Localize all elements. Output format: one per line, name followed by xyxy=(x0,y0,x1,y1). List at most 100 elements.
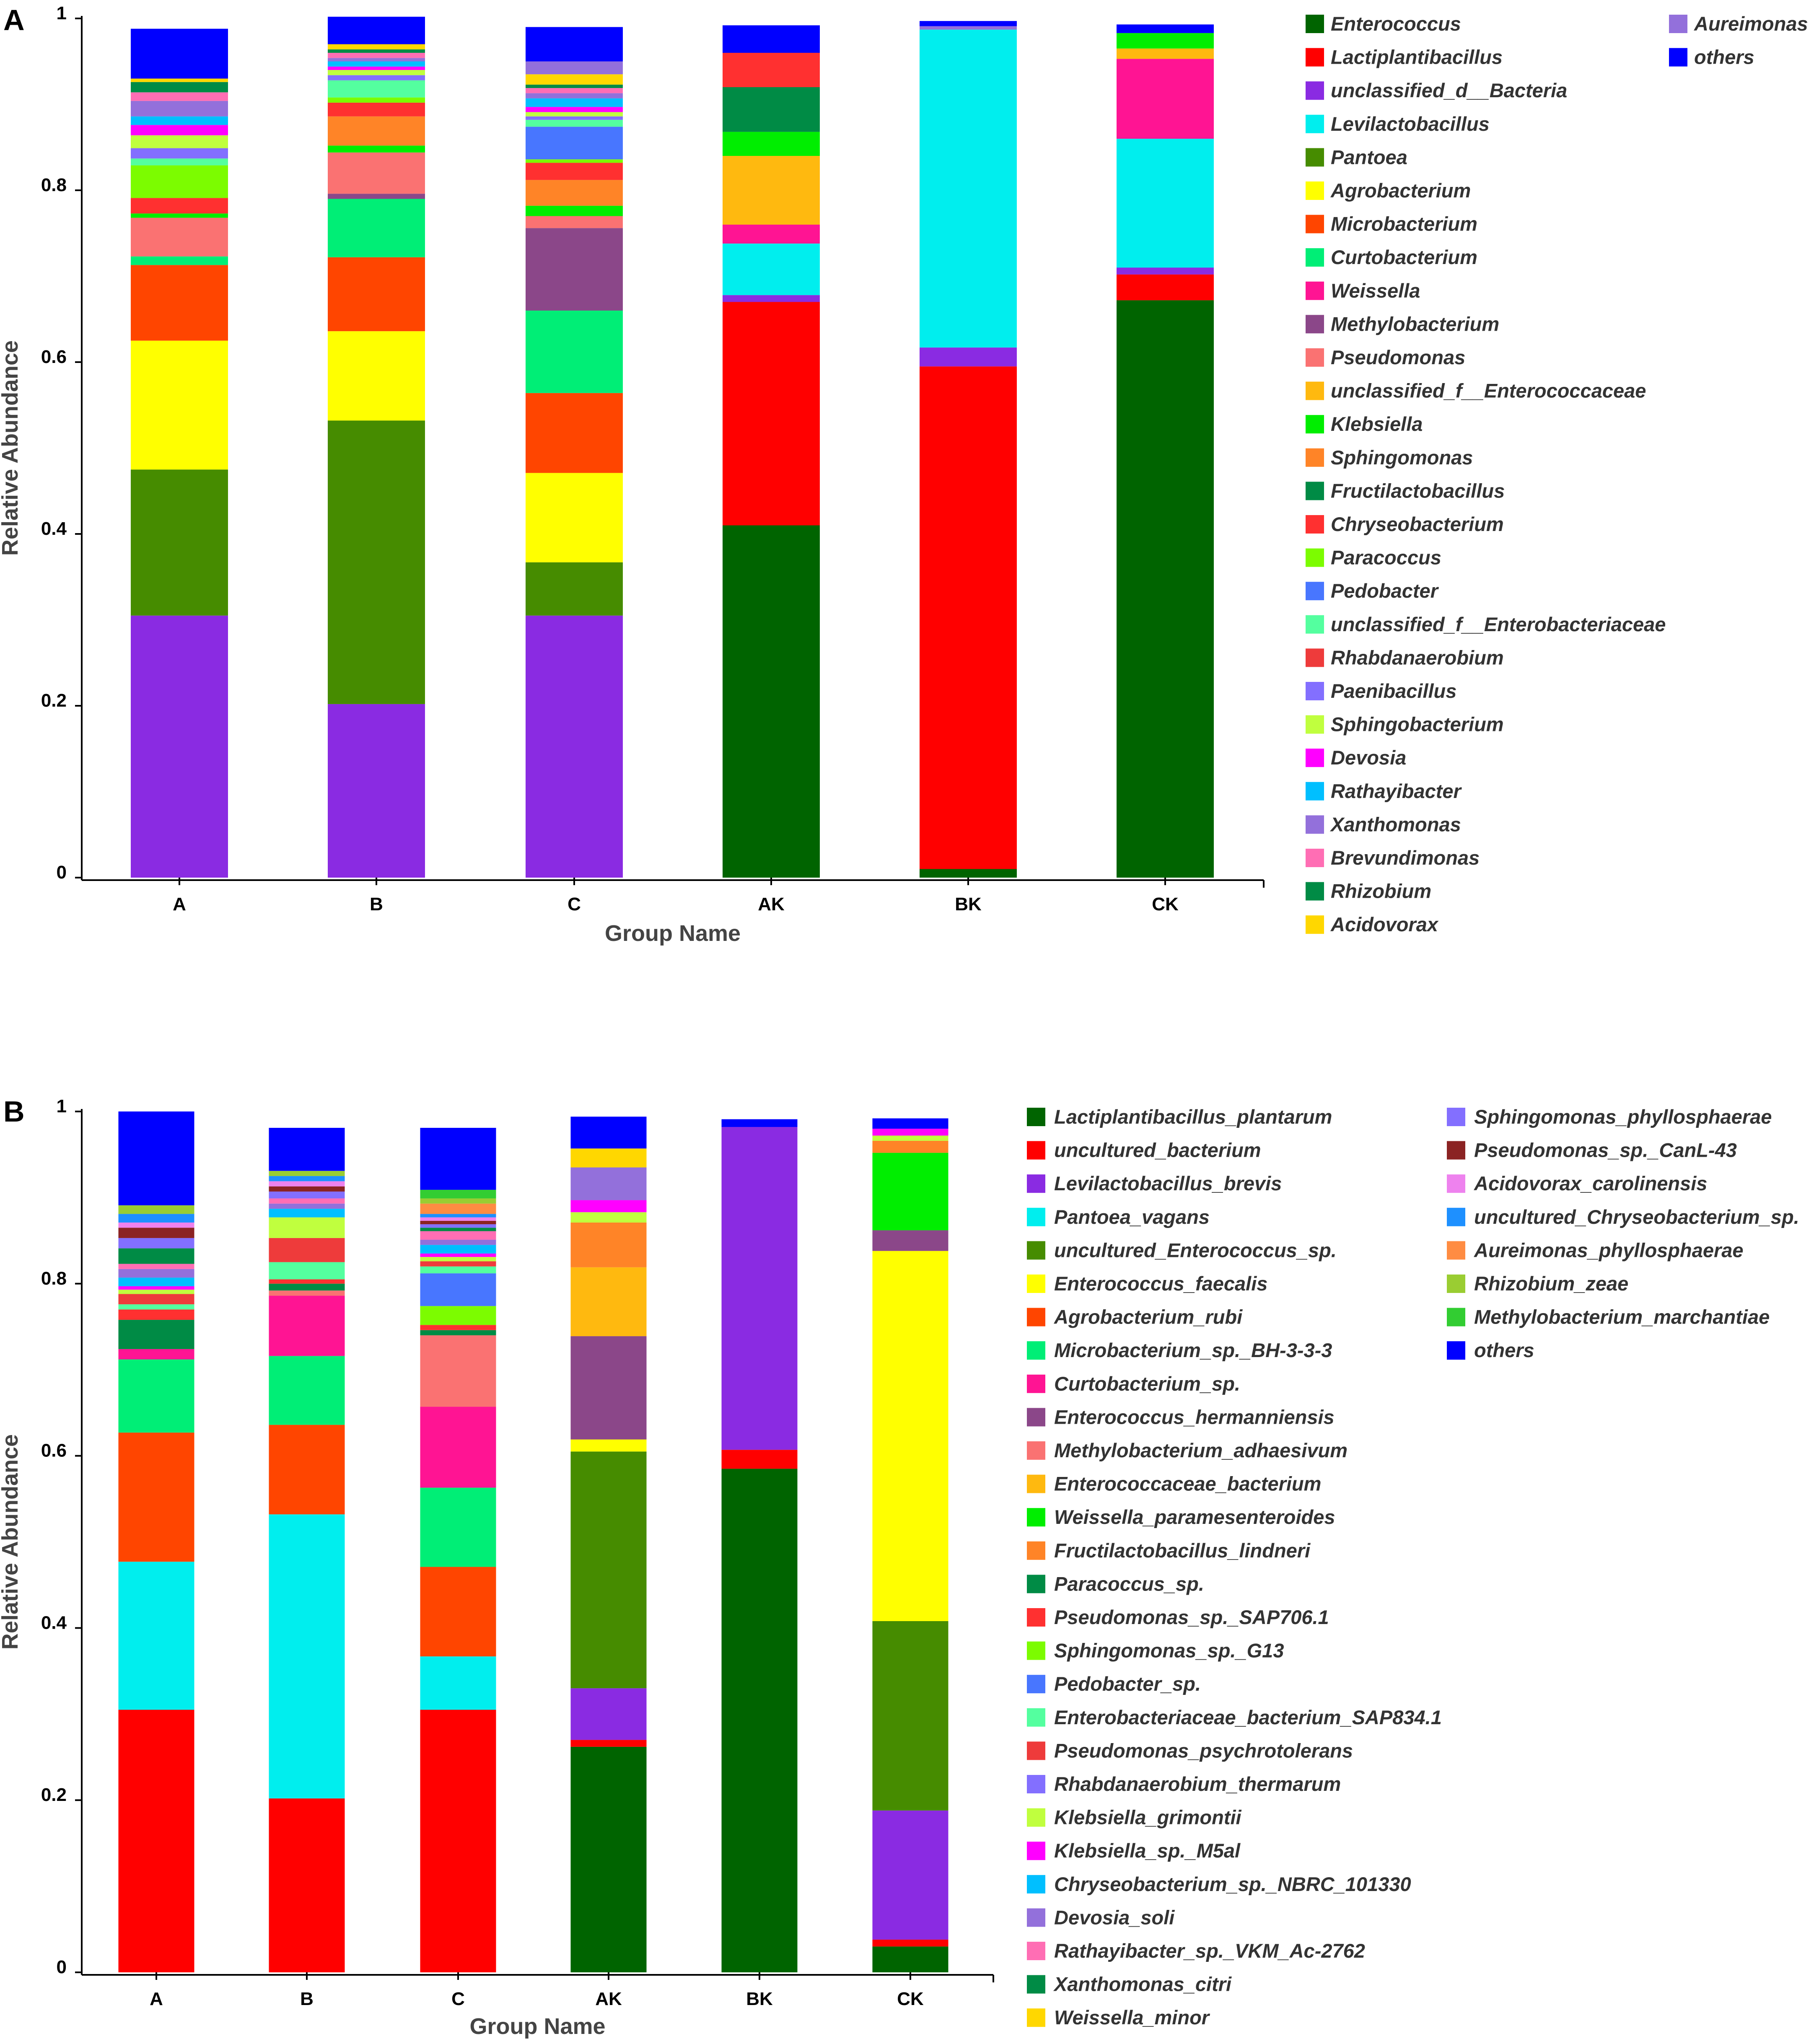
legend-label: unclassified_f__Enterobacteriaceae xyxy=(1331,613,1666,635)
bar-segment-ak-levilactobacillus xyxy=(723,244,820,295)
bar-segment-ck-enterococcus xyxy=(1117,300,1214,878)
bar-segment-b-pseudomonas-psychrotolerans xyxy=(269,1238,345,1262)
bar-segment-c-pseudomonas-sp-canl-43 xyxy=(420,1220,496,1225)
bar-segment-b-chryseobacterium xyxy=(328,102,425,117)
bar-segment-b-paenibacillus xyxy=(328,75,425,80)
bar-segment-c-xanthomonas-citri xyxy=(420,1228,496,1231)
bar-segment-c-sphingomonas xyxy=(526,180,623,206)
legend-swatch xyxy=(1306,448,1324,467)
bar-segment-b-agrobacterium-rubi xyxy=(269,1425,345,1515)
legend-label: Acidovorax_carolinensis xyxy=(1474,1172,1707,1194)
bar-segment-b-klebsiella xyxy=(328,145,425,153)
legend-swatch xyxy=(1027,1408,1045,1427)
legend-label: uncultured_Enterococcus_sp. xyxy=(1054,1239,1337,1261)
x-tick-label: CK xyxy=(1152,894,1179,914)
legend-swatch xyxy=(1306,915,1324,934)
legend-label: Paracoccus_sp. xyxy=(1054,1573,1204,1595)
legend-swatch xyxy=(1027,1207,1045,1226)
bar-segment-bk-levilactobacillus-brevis xyxy=(721,1127,798,1450)
bar-segment-ak-klebsiella xyxy=(723,132,820,156)
legend-label: Levilactobacillus xyxy=(1331,113,1490,135)
bar-segment-a-pseudomonas xyxy=(131,218,228,256)
legend-swatch xyxy=(1447,1207,1465,1226)
bar-segment-ak-klebsiella-sp-m5al xyxy=(570,1200,647,1212)
legend-swatch xyxy=(1027,2008,1045,2027)
legend-swatch xyxy=(1447,1141,1465,1160)
legend-label: uncultured_Chryseobacterium_sp. xyxy=(1474,1206,1799,1228)
bar-segment-bk-others xyxy=(721,1119,798,1127)
y-tick-label: 0.8 xyxy=(41,175,67,195)
bar-segment-a-agrobacterium xyxy=(131,340,228,470)
bar-segment-ak-enterococcus xyxy=(723,525,820,878)
legend-swatch xyxy=(1306,582,1324,601)
legend-label: Chryseobacterium_sp._NBRC_101330 xyxy=(1054,1873,1411,1895)
bar-segment-b-sphingobacterium xyxy=(328,70,425,75)
bar-segment-a-others xyxy=(118,1111,194,1205)
x-axis-title: Group Name xyxy=(605,921,741,946)
legend-label: Enterococcaceae_bacterium xyxy=(1054,1473,1321,1495)
y-tick-label: 0 xyxy=(57,1957,67,1977)
bar-segment-a-klebsiella-sp-m5al xyxy=(118,1286,194,1290)
legend-swatch xyxy=(1027,1641,1045,1660)
bar-segment-a-paracoccus-sp xyxy=(118,1320,194,1349)
legend-swatch xyxy=(1447,1275,1465,1293)
panel-a-chart: A B C AK BK CK 0 0.2 0.4 0.6 0.8 1 Group Name Relativ… xyxy=(0,3,1808,946)
bar-segment-c-rathayibacter-sp-vkm-ac-2762 xyxy=(420,1231,496,1240)
legend-swatch xyxy=(1306,114,1324,133)
bar-segment-a-microbacterium xyxy=(131,265,228,341)
bar-segment-ck-weissella xyxy=(1117,59,1214,139)
bar-segment-ck-unclassified-d-bacteria xyxy=(1117,267,1214,275)
legend-swatch xyxy=(1027,1708,1045,1727)
bar-segment-b-klebsiella-grimontii xyxy=(269,1217,345,1238)
legend-label: Agrobacterium_rubi xyxy=(1054,1306,1243,1328)
x-tick-label: BK xyxy=(955,894,982,914)
bar-segment-ak-devosia-soli xyxy=(570,1167,647,1200)
bar-segment-b-devosia-soli xyxy=(269,1203,345,1209)
bar-segment-a-rathayibacter xyxy=(131,116,228,125)
legend-label: Enterococcus_hermanniensis xyxy=(1054,1406,1335,1428)
legend-label: uncultured_bacterium xyxy=(1054,1139,1261,1161)
bar-segment-b-curtobacterium xyxy=(328,199,425,257)
legend-swatch xyxy=(1306,548,1324,567)
legend-swatch xyxy=(1027,1474,1045,1493)
bar-segment-b-pantoea-vagans xyxy=(269,1514,345,1799)
legend-swatch xyxy=(1027,1441,1045,1460)
legend-label: Methylobacterium_marchantiae xyxy=(1474,1306,1770,1328)
bar-segment-c-uncultured-chryseobacterium-sp xyxy=(420,1214,496,1218)
legend-swatch xyxy=(1306,181,1324,200)
bar-segment-b-paracoccus xyxy=(328,97,425,103)
legend-swatch xyxy=(1669,48,1687,67)
bar-segment-c-pseudomonas-sp-sap706-1 xyxy=(420,1325,496,1330)
legend-swatch xyxy=(1447,1308,1465,1326)
legend-swatch xyxy=(1027,1608,1045,1627)
y-tick-label: 1 xyxy=(57,3,67,23)
bar-segment-b-pseudomonas-sp-canl-43 xyxy=(269,1186,345,1192)
legend-swatch xyxy=(1027,1908,1045,1927)
bar-segment-ak-unclassified-d-bacteria xyxy=(723,295,820,302)
legend-label: Weissella_paramesenteroides xyxy=(1054,1506,1335,1528)
legend-swatch xyxy=(1306,381,1324,400)
bar-segment-b-paracoccus-sp xyxy=(269,1283,345,1291)
bar-segment-ak-klebsiella-grimontii xyxy=(570,1212,647,1223)
legend-swatch xyxy=(1027,1141,1045,1160)
bar-segment-bk-uncultured-bacterium xyxy=(721,1450,798,1469)
legend-label: Pseudomonas_sp._CanL-43 xyxy=(1474,1139,1737,1161)
bar-segment-a-enterobacteriaceae-bacterium-sap834-1 xyxy=(118,1304,194,1310)
bar-segment-ck-klebsiella-grimontii xyxy=(872,1135,948,1141)
bar-segment-a-unclassified-d-bacteria xyxy=(131,615,228,878)
bar-segment-a-pseudomonas-sp-sap706-1 xyxy=(118,1309,194,1320)
bar-segment-ck-weissella-paramesenteroides xyxy=(872,1153,948,1231)
legend-label: unclassified_d__Bacteria xyxy=(1331,79,1567,101)
bar-segment-a-rathayibacter-sp-vkm-ac-2762 xyxy=(118,1264,194,1269)
legend-label: Pantoea_vagans xyxy=(1054,1206,1210,1228)
legend-label: Xanthomonas_citri xyxy=(1053,1973,1232,1995)
bar-segment-b-pantoea xyxy=(328,420,425,704)
legend-label: Rathayibacter_sp._VKM_Ac-2762 xyxy=(1054,1940,1365,1962)
bar-segment-a-curtobacterium-sp xyxy=(118,1349,194,1360)
legend-swatch xyxy=(1306,281,1324,300)
legend-label: Klebsiella xyxy=(1331,413,1423,435)
bar-segment-ak-weissella xyxy=(723,225,820,244)
bar-segment-b-xanthomonas xyxy=(328,58,425,62)
y-tick-label: 0.8 xyxy=(41,1268,67,1289)
bar-segment-c-curtobacterium-sp xyxy=(420,1407,496,1488)
